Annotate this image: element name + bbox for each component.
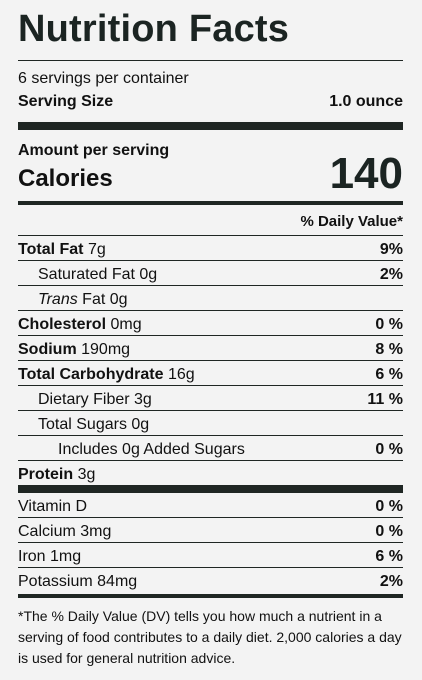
divider [18, 235, 403, 236]
divider [18, 385, 403, 386]
nutrient-name: Cholesterol [18, 316, 107, 333]
protein-row: Protein 3g [18, 466, 95, 484]
added-sugars-row: Includes 0g Added Sugars [58, 441, 245, 459]
divider [18, 435, 403, 436]
nutrient-amount: 3g [77, 466, 96, 483]
calories-label: Calories [18, 165, 113, 192]
total-fat-row: Total Fat 7g [18, 241, 106, 259]
nutrient-amount: 3mg [80, 523, 112, 540]
calcium-row: Calcium 3mg [18, 523, 111, 541]
nutrient-amount: 3g [134, 391, 152, 408]
divider [18, 260, 403, 261]
nutrient-amount: 0g [139, 266, 158, 283]
nutrient-name: Vitamin D [18, 498, 88, 515]
nutrient-amount: 0mg [110, 316, 142, 333]
calories-value: 140 [329, 149, 403, 198]
divider [18, 542, 403, 543]
nutrient-name: Sodium [18, 341, 77, 358]
cholesterol-row: Cholesterol 0mg [18, 316, 142, 334]
iron-dv: 6 % [375, 548, 403, 565]
nutrient-amount: 0g [109, 291, 128, 308]
medium-divider [18, 201, 403, 205]
calcium-dv: 0 % [375, 523, 403, 540]
iron-row: Iron 1mg [18, 548, 81, 566]
saturated-fat-dv: 2% [379, 266, 403, 283]
divider [18, 310, 403, 311]
divider [18, 460, 403, 461]
sodium-row: Sodium 190mg [18, 341, 130, 359]
divider [18, 360, 403, 361]
medium-divider [18, 594, 403, 598]
dietary-fiber-dv: 11 % [367, 391, 403, 408]
dietary-fiber-row: Dietary Fiber 3g [38, 391, 152, 409]
label-title: Nutrition Facts [18, 8, 290, 50]
divider [18, 517, 403, 518]
nutrient-name: Iron [18, 548, 46, 565]
sodium-dv: 8 % [375, 341, 403, 358]
cholesterol-dv: 0 % [375, 316, 403, 333]
nutrient-name: Includes [58, 441, 118, 458]
nutrient-name-suffix: Added Sugars [143, 441, 245, 458]
nutrient-amount: 16g [167, 366, 195, 383]
nutrient-name: Total Fat [18, 241, 84, 258]
amount-per-serving: Amount per serving [18, 142, 170, 159]
divider [18, 410, 403, 411]
nutrient-name: Saturated Fat [38, 266, 135, 283]
total-sugars-row: Total Sugars 0g [38, 416, 149, 434]
nutrient-amount: 84mg [97, 573, 138, 590]
divider [18, 60, 403, 61]
nutrient-name: Potassium [18, 573, 93, 590]
nutrient-amount: 0g [122, 441, 140, 458]
vitamin-d-dv: 0 % [375, 498, 403, 515]
saturated-fat-row: Saturated Fat 0g [38, 266, 157, 284]
thick-divider [18, 122, 403, 130]
total-carbohydrate-dv: 6 % [375, 366, 403, 383]
serving-size-value: 1.0 ounce [329, 93, 403, 110]
nutrient-name-suffix: Fat [82, 291, 106, 308]
footnote: *The % Daily Value (DV) tells you how mu… [18, 608, 402, 666]
potassium-dv: 2% [379, 573, 403, 590]
nutrient-amount: 190mg [81, 341, 131, 358]
potassium-row: Potassium 84mg [18, 573, 137, 591]
nutrient-name: Calcium [18, 523, 76, 540]
divider [18, 567, 403, 568]
added-sugars-dv: 0 % [375, 441, 403, 458]
thick-divider [18, 485, 403, 493]
total-carbohydrate-row: Total Carbohydrate 16g [18, 366, 195, 384]
total-fat-dv: 9% [379, 241, 403, 258]
nutrient-amount: 1mg [50, 548, 82, 565]
serving-size-label: Serving Size [18, 93, 114, 110]
nutrient-name: Protein [18, 466, 74, 483]
nutrient-amount: 0g [131, 416, 150, 433]
nutrient-name: Total Carbohydrate [18, 366, 164, 383]
divider [18, 285, 403, 286]
nutrient-name: Dietary Fiber [38, 391, 130, 408]
nutrient-amount: 7g [87, 241, 106, 258]
nutrient-name: Total Sugars [38, 416, 127, 433]
servings-per-container: 6 servings per container [18, 70, 189, 87]
vitamin-d-row: Vitamin D [18, 498, 87, 516]
daily-value-header: % Daily Value* [300, 213, 403, 230]
nutrient-name: Trans [38, 291, 78, 308]
trans-fat-row: Trans Fat 0g [38, 291, 128, 309]
divider [18, 335, 403, 336]
